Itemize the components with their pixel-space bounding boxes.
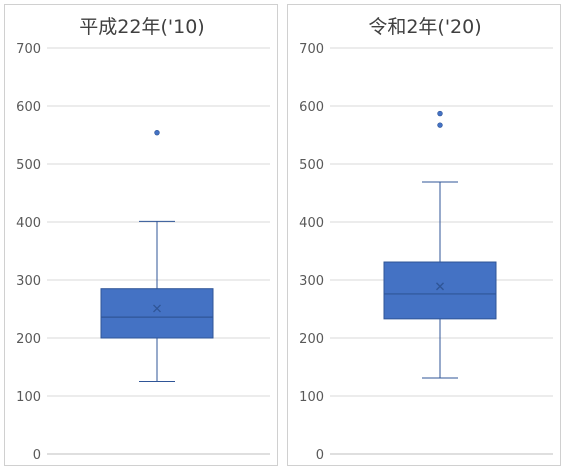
y-tick-label: 100 — [16, 390, 41, 405]
y-tick-label: 700 — [299, 42, 324, 57]
y-tick-label: 700 — [16, 42, 41, 57]
box-plot-marks — [100, 129, 214, 382]
gridlines — [47, 47, 270, 455]
y-tick-label: 0 — [316, 448, 324, 463]
y-tick-labels: 0 100 200 300 400 500 600 700 — [299, 42, 324, 463]
y-tick-label: 300 — [16, 274, 41, 289]
y-tick-label: 600 — [299, 100, 324, 115]
mean-marker-stroke — [153, 304, 161, 313]
chart-title: 令和2年('20) — [368, 16, 481, 38]
y-tick-label: 500 — [299, 158, 324, 173]
mean-marker-stroke — [436, 282, 444, 291]
boxplot-panel-2010: 平成22年('10) 0 100 200 300 400 500 600 700 — [4, 4, 278, 466]
y-tick-label: 0 — [33, 448, 41, 463]
boxplot-panel-2020: 令和2年('20) 0 100 200 300 400 500 600 700 — [287, 4, 561, 466]
mean-marker — [436, 282, 444, 291]
iqr-box — [383, 261, 497, 320]
y-tick-label: 100 — [299, 390, 324, 405]
y-tick-labels: 0 100 200 300 400 500 600 700 — [16, 42, 41, 463]
y-tick-label: 300 — [299, 274, 324, 289]
chart-title: 平成22年('10) — [79, 16, 204, 38]
y-tick-label: 500 — [16, 158, 41, 173]
gridlines — [330, 47, 553, 455]
box-plot-marks — [383, 110, 497, 379]
mean-marker — [153, 304, 161, 313]
outlier-point — [437, 122, 443, 128]
iqr-box — [100, 288, 214, 339]
outlier-point — [154, 129, 160, 136]
y-tick-label: 400 — [299, 216, 324, 231]
y-tick-label: 200 — [299, 332, 324, 347]
outlier-point — [437, 110, 443, 117]
y-tick-label: 200 — [16, 332, 41, 347]
y-tick-label: 400 — [16, 216, 41, 231]
boxplot-chart-2020: 令和2年('20) 0 100 200 300 400 500 600 700 — [299, 16, 553, 463]
boxplot-chart-2010: 平成22年('10) 0 100 200 300 400 500 600 700 — [16, 16, 270, 463]
y-tick-label: 600 — [16, 100, 41, 115]
